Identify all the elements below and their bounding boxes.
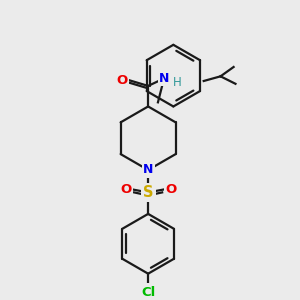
Text: H: H	[173, 76, 182, 89]
Text: N: N	[143, 164, 153, 176]
Text: O: O	[165, 183, 176, 196]
Text: O: O	[120, 183, 131, 196]
Text: S: S	[143, 185, 153, 200]
Text: Cl: Cl	[141, 286, 155, 299]
Text: O: O	[116, 74, 128, 87]
Text: N: N	[159, 72, 169, 85]
Text: N: N	[143, 164, 153, 176]
